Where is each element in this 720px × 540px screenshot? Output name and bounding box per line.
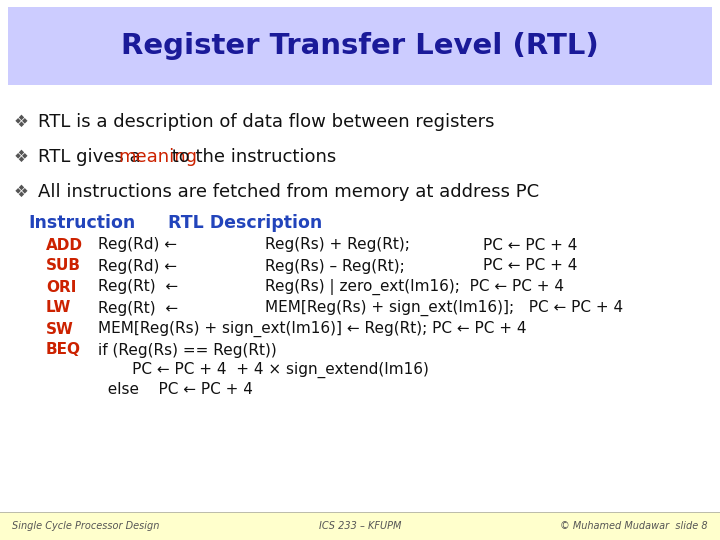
Bar: [0, 512, 720, 540]
Text: MEM[Reg(Rs) + sign_ext(Im16)] ← Reg(Rt); PC ← PC + 4: MEM[Reg(Rs) + sign_ext(Im16)] ← Reg(Rt);…: [98, 321, 526, 337]
Text: PC ← PC + 4  + 4 × sign_extend(Im16): PC ← PC + 4 + 4 × sign_extend(Im16): [98, 362, 429, 378]
Text: Reg(Rs) – Reg(Rt);: Reg(Rs) – Reg(Rt);: [265, 259, 405, 273]
Text: ORI: ORI: [46, 280, 76, 294]
Text: to the instructions: to the instructions: [166, 148, 336, 166]
Text: PC ← PC + 4: PC ← PC + 4: [483, 259, 577, 273]
Text: BEQ: BEQ: [46, 342, 81, 357]
Text: ADD: ADD: [46, 238, 83, 253]
Text: Register Transfer Level (RTL): Register Transfer Level (RTL): [121, 32, 599, 60]
Text: Reg(Rs) + Reg(Rt);: Reg(Rs) + Reg(Rt);: [265, 238, 410, 253]
Text: ❖: ❖: [14, 113, 29, 131]
Text: Reg(Rs) | zero_ext(Im16);  PC ← PC + 4: Reg(Rs) | zero_ext(Im16); PC ← PC + 4: [265, 279, 564, 295]
Text: else    PC ← PC + 4: else PC ← PC + 4: [98, 382, 253, 397]
Text: Reg(Rd) ←: Reg(Rd) ←: [98, 259, 177, 273]
Text: Instruction: Instruction: [28, 214, 135, 232]
Text: if (Reg(Rs) == Reg(Rt)): if (Reg(Rs) == Reg(Rt)): [98, 342, 276, 357]
Text: MEM[Reg(Rs) + sign_ext(Im16)];   PC ← PC + 4: MEM[Reg(Rs) + sign_ext(Im16)]; PC ← PC +…: [265, 300, 623, 316]
Text: Reg(Rt)  ←: Reg(Rt) ←: [98, 300, 178, 315]
Text: meaning: meaning: [119, 148, 197, 166]
Text: RTL is a description of data flow between registers: RTL is a description of data flow betwee…: [38, 113, 495, 131]
Text: ICS 233 – KFUPM: ICS 233 – KFUPM: [319, 521, 401, 531]
Text: Single Cycle Processor Design: Single Cycle Processor Design: [12, 521, 159, 531]
Text: RTL gives a: RTL gives a: [38, 148, 146, 166]
Text: RTL Description: RTL Description: [168, 214, 323, 232]
Text: SW: SW: [46, 321, 74, 336]
Text: PC ← PC + 4: PC ← PC + 4: [483, 238, 577, 253]
Text: LW: LW: [46, 300, 71, 315]
Text: © Muhamed Mudawar  slide 8: © Muhamed Mudawar slide 8: [560, 521, 708, 531]
Text: SUB: SUB: [46, 259, 81, 273]
Bar: [8, 7, 712, 85]
Text: All instructions are fetched from memory at address PC: All instructions are fetched from memory…: [38, 183, 539, 201]
Text: Reg(Rt)  ←: Reg(Rt) ←: [98, 280, 178, 294]
Text: Reg(Rd) ←: Reg(Rd) ←: [98, 238, 177, 253]
Text: ❖: ❖: [14, 183, 29, 201]
Text: ❖: ❖: [14, 148, 29, 166]
